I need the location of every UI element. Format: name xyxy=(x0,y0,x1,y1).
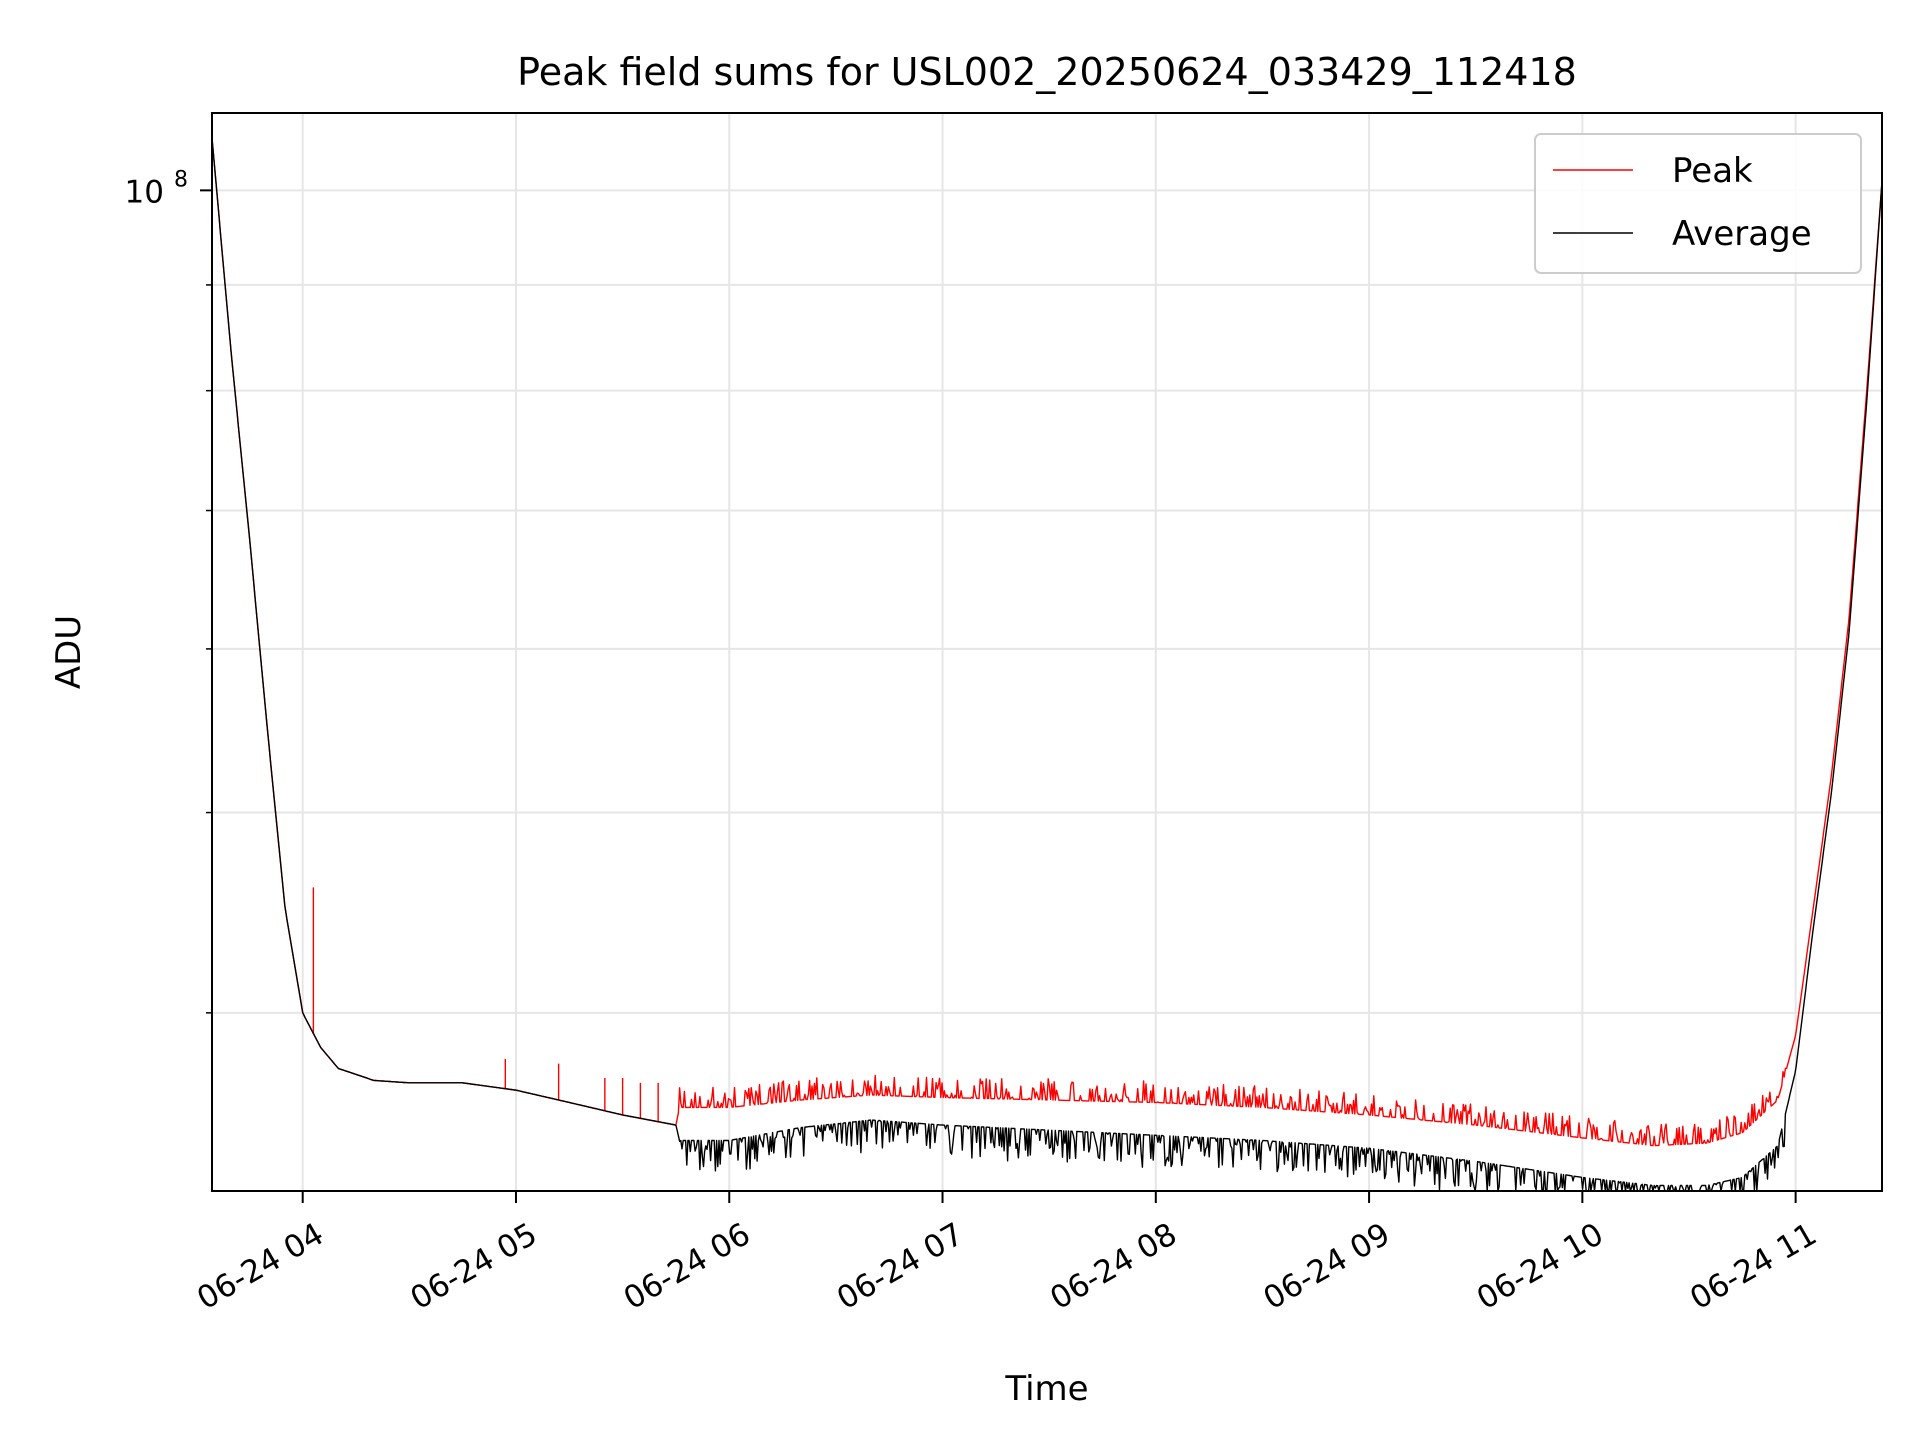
y-axis-label: ADU xyxy=(49,615,89,689)
plot-frame xyxy=(211,112,1883,1192)
legend: Peak Average xyxy=(1534,133,1862,274)
legend-box xyxy=(1534,133,1862,274)
grid xyxy=(212,113,1882,1191)
y-tick-label-base: 10 xyxy=(125,174,164,210)
legend-label-peak: Peak xyxy=(1672,151,1753,191)
series-layer xyxy=(211,138,1883,1192)
y-tick-label-exponent: 8 xyxy=(174,167,188,192)
series-line-average xyxy=(211,138,1883,1192)
legend-label-average: Average xyxy=(1672,214,1812,254)
x-axis-label: Time xyxy=(1004,1369,1088,1409)
chart-title: Peak field sums for USL002_20250624_0334… xyxy=(517,50,1577,94)
